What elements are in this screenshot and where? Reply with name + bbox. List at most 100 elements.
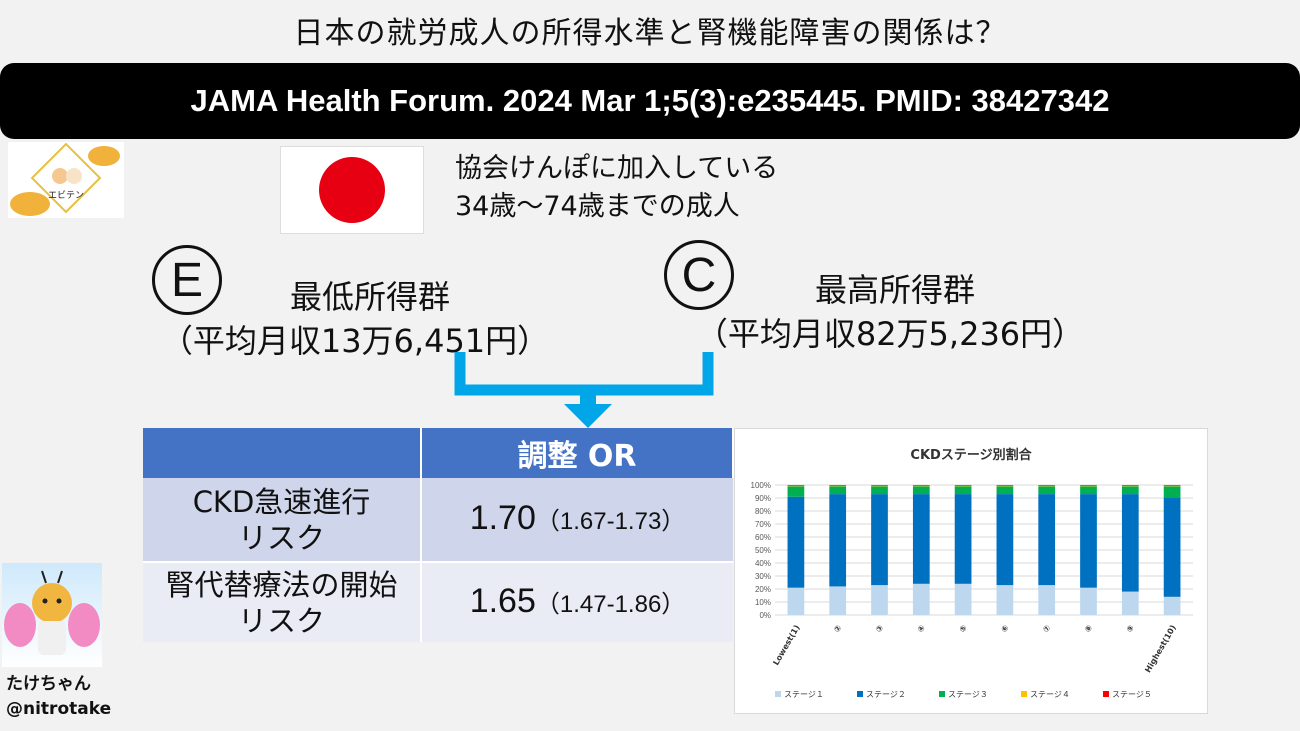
chart-bar-segment — [1121, 486, 1139, 495]
y-tick-label: 30% — [755, 572, 771, 581]
population-line-1: 協会けんぽに加入している — [455, 153, 779, 184]
chart-bar-segment — [1038, 494, 1056, 586]
control-letter-badge: C — [664, 240, 734, 310]
epiten-logo-text: エビテン — [48, 190, 84, 201]
chart-bar-segment — [829, 485, 847, 486]
avatar — [2, 563, 102, 667]
x-tick-label: ⑨ — [1125, 623, 1136, 634]
table-row: CKD急速進行 リスク 1.70（1.67-1.73） — [143, 478, 733, 563]
chart-bar-segment — [787, 496, 805, 588]
row-label-line-2: リスク — [237, 603, 325, 638]
y-tick-label: 90% — [755, 494, 771, 503]
legend-label: ステージ１ — [784, 690, 824, 699]
chart-bar-segment — [871, 585, 888, 615]
chart-bar-segment — [954, 583, 972, 615]
row-label-line-1: CKD急速進行 — [192, 484, 371, 519]
citation-banner: JAMA Health Forum. 2024 Mar 1;5(3):e2354… — [0, 63, 1300, 139]
chart-title: CKDステージ別割合 — [910, 447, 1032, 463]
author-handle: @nitrotake — [6, 699, 112, 719]
x-tick-label: ③ — [874, 623, 885, 634]
x-tick-label: ④ — [916, 623, 927, 634]
x-tick-label: Lowest(1) — [771, 624, 801, 667]
chart-bar-segment — [787, 485, 805, 486]
y-tick-label: 10% — [755, 598, 771, 607]
chart-bar-segment — [1080, 494, 1097, 588]
chart-bar-segment — [829, 485, 847, 487]
chart-bar-segment — [1080, 587, 1097, 615]
chart-bar-segment — [871, 485, 888, 486]
legend-label: ステージ４ — [1030, 690, 1070, 699]
legend-swatch — [857, 691, 863, 697]
y-tick-label: 70% — [755, 520, 771, 529]
exposure-name: 最低所得群 — [289, 278, 450, 316]
chart-bar-segment — [1038, 485, 1056, 487]
y-tick-label: 100% — [751, 481, 771, 490]
chart-bar-segment — [954, 485, 972, 486]
chart-bar-segment — [1080, 485, 1097, 486]
page-title: 日本の就労成人の所得水準と腎機能障害の関係は？ — [293, 16, 1007, 51]
legend-label: ステージ５ — [1112, 690, 1152, 699]
or-ci: （1.47-1.86） — [535, 590, 686, 618]
x-tick-label: ⑧ — [1083, 623, 1094, 634]
x-tick-label: ⑥ — [999, 623, 1010, 634]
chart-bar-segment — [954, 486, 972, 495]
chart-bar-segment — [871, 494, 888, 586]
chart-bar-segment — [1163, 486, 1181, 498]
chart-bar-segment — [1163, 498, 1181, 597]
table-row-value: 1.70（1.67-1.73） — [421, 478, 733, 563]
table-row-label: 腎代替療法の開始 リスク — [143, 562, 422, 642]
japan-flag-icon — [280, 146, 424, 234]
merge-arrow-icon — [454, 352, 714, 428]
chart-bar-segment — [1121, 591, 1139, 615]
table-row-value: 1.65（1.47-1.86） — [421, 562, 733, 642]
legend-label: ステージ２ — [866, 690, 906, 699]
chart-bar-segment — [1163, 596, 1181, 615]
chart-bar-segment — [954, 485, 972, 487]
adjusted-or-table: 調整 OR CKD急速進行 リスク 1.70（1.67-1.73） 腎代替療法の… — [143, 428, 734, 642]
legend-swatch — [1021, 691, 1027, 697]
legend-swatch — [775, 691, 781, 697]
x-tick-label: ⑦ — [1041, 623, 1052, 634]
chart-bar-segment — [787, 485, 805, 487]
ckd-stage-chart: CKDステージ別割合 0% 10% 20% 30% 40% 50% 60% 70% 80% 90% 1… — [734, 428, 1208, 714]
legend-swatch — [939, 691, 945, 697]
y-tick-label: 50% — [755, 546, 771, 555]
avatar-character-icon — [4, 570, 100, 655]
chart-bar-segment — [871, 486, 888, 495]
or-value: 1.65 — [469, 581, 536, 620]
chart-bar-segment — [912, 494, 930, 584]
table-header-row: 調整 OR — [143, 428, 734, 478]
chart-bar-segment — [912, 583, 930, 615]
chart-bar-segment — [996, 486, 1014, 495]
exposure-detail: （平均月収13万6,451円） — [160, 322, 550, 360]
y-tick-label: 80% — [755, 507, 771, 516]
chart-bar-segment — [1121, 485, 1139, 487]
epiten-logo: エビテン — [8, 142, 124, 218]
table-header-empty — [143, 428, 422, 478]
chart-bar-segment — [912, 486, 930, 495]
row-label-line-1: 腎代替療法の開始 — [165, 567, 398, 602]
chart-bar-segment — [996, 485, 1014, 487]
population-description: 協会けんぽに加入している 34歳〜74歳までの成人 — [455, 150, 778, 226]
table-header-or: 調整 OR — [421, 428, 734, 478]
legend-label: ステージ３ — [948, 690, 988, 699]
y-tick-label: 20% — [755, 585, 771, 594]
chart-bar-segment — [829, 494, 847, 587]
table-row: 腎代替療法の開始 リスク 1.65（1.47-1.86） — [143, 562, 733, 642]
chart-bar-segment — [787, 587, 805, 615]
chart-bar-segment — [787, 486, 805, 497]
y-tick-label: 40% — [755, 559, 771, 568]
epiten-logo-graphic: エビテン — [10, 142, 120, 216]
chart-bar-segment — [1038, 585, 1056, 615]
chart-bar-segment — [829, 586, 847, 615]
x-tick-label: Highest(10) — [1143, 624, 1177, 675]
author-name: たけちゃん — [6, 674, 91, 694]
y-tick-label: 60% — [755, 533, 771, 542]
chart-bar-segment — [1121, 494, 1139, 592]
legend-swatch — [1103, 691, 1109, 697]
x-tick-label: ② — [832, 623, 843, 634]
chart-bar-segment — [954, 494, 972, 584]
chart-bar-segment — [996, 485, 1014, 486]
chart-bar-segment — [996, 585, 1014, 615]
x-tick-label: ⑤ — [958, 623, 969, 634]
